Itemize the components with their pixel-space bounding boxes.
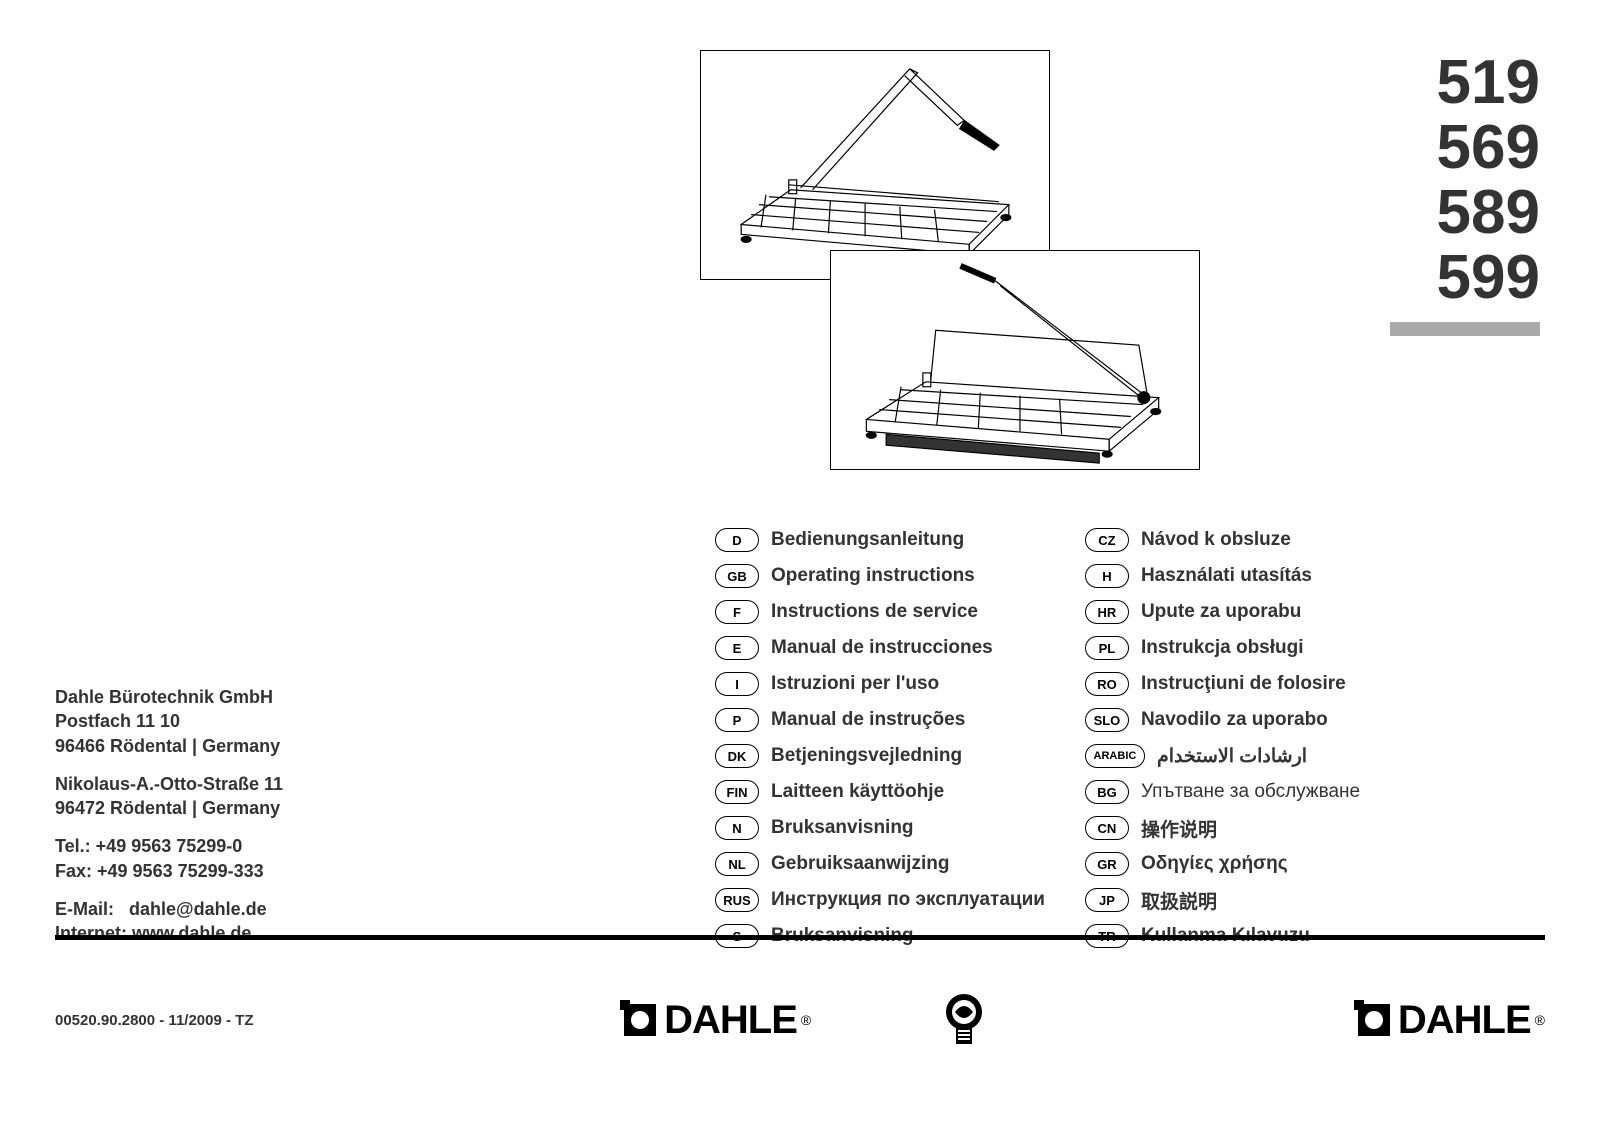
language-col-2: CZ Návod k obsluze H Használati utasítás HR U… (1085, 525, 1360, 951)
language-label: Bruksanvisning (771, 817, 914, 839)
company-email: E-Mail: dahle@dahle.de (55, 897, 283, 921)
language-label: Instructions de service (771, 601, 978, 623)
language-code-badge: HR (1085, 600, 1129, 624)
model-numbers: 519 569 589 599 (1390, 50, 1540, 336)
language-row: F Instructions de service (715, 597, 1045, 627)
language-label: Manual de instruções (771, 709, 965, 731)
language-label: Instrukcja obsługi (1141, 637, 1304, 659)
dahle-logo-right: DAHLE® (1352, 998, 1545, 1043)
language-code-badge: SLO (1085, 708, 1129, 732)
dahle-logo-icon (1352, 998, 1396, 1042)
language-label: Упътване за обслужване (1141, 781, 1360, 803)
language-code-badge: RUS (715, 888, 759, 912)
language-code-badge: PL (1085, 636, 1129, 660)
language-row: DK Betjeningsvejledning (715, 741, 1045, 771)
language-label: 取扱説明 (1141, 887, 1217, 914)
language-label: Laitteen käyttöohje (771, 781, 944, 803)
dahle-logo-center: DAHLE® (618, 998, 811, 1043)
language-row: D Bedienungsanleitung (715, 525, 1045, 555)
language-label: ارشادات الاستخدام (1157, 745, 1307, 768)
language-code-badge: JP (1085, 888, 1129, 912)
language-label: Használati utasítás (1141, 565, 1312, 587)
language-row: NL Gebruiksaanwijzing (715, 849, 1045, 879)
language-row: H Használati utasítás (1085, 561, 1360, 591)
dahle-logo-icon (618, 998, 662, 1042)
language-code-badge: CN (1085, 816, 1129, 840)
dahle-logo-text: DAHLE (664, 998, 797, 1043)
language-label: Manual de instrucciones (771, 637, 993, 659)
language-row: RO Instrucţiuni de folosire (1085, 669, 1360, 699)
language-code-badge: GB (715, 564, 759, 588)
language-row: JP 取扱説明 (1085, 885, 1360, 915)
model-bar (1390, 322, 1540, 336)
language-code-badge: DK (715, 744, 759, 768)
language-code-badge: ARABIC (1085, 744, 1145, 768)
language-code-badge: D (715, 528, 759, 552)
language-label: 操作说明 (1141, 815, 1217, 842)
registered-mark: ® (1535, 1012, 1545, 1028)
registered-mark: ® (801, 1012, 811, 1028)
language-code-badge: N (715, 816, 759, 840)
language-code-badge: F (715, 600, 759, 624)
language-row: PL Instrukcja obsługi (1085, 633, 1360, 663)
company-city2: 96472 Rödental | Germany (55, 796, 283, 820)
language-label: Bedienungsanleitung (771, 529, 964, 551)
language-code-badge: BG (1085, 780, 1129, 804)
language-code-badge: GR (1085, 852, 1129, 876)
language-row: ARABIC ارشادات الاستخدام (1085, 741, 1360, 771)
company-fax: Fax: +49 9563 75299-333 (55, 859, 283, 883)
footer-rule (55, 935, 1545, 940)
language-label: Instrucţiuni de folosire (1141, 673, 1346, 695)
company-street: Nikolaus-A.-Otto-Straße 11 (55, 772, 283, 796)
company-address: Dahle Bürotechnik GmbH Postfach 11 10 96… (55, 685, 283, 960)
language-row: P Manual de instruções (715, 705, 1045, 735)
company-web: Internet: www.dahle.de (55, 921, 283, 945)
dahle-logo-text: DAHLE (1398, 998, 1531, 1043)
language-row: N Bruksanvisning (715, 813, 1045, 843)
language-row: HR Upute za uporabu (1085, 597, 1360, 627)
product-illustration-1 (700, 50, 1050, 280)
language-label: Istruzioni per l'uso (771, 673, 939, 695)
language-code-badge: I (715, 672, 759, 696)
language-col-1: D Bedienungsanleitung GB Operating instruct… (715, 525, 1045, 951)
model-599: 599 (1390, 245, 1540, 310)
model-589: 589 (1390, 180, 1540, 245)
language-label: Οδηγίες χρήσης (1141, 853, 1288, 875)
company-tel: Tel.: +49 9563 75299-0 (55, 834, 283, 858)
company-postbox: Postfach 11 10 (55, 709, 283, 733)
language-row: CZ Návod k obsluze (1085, 525, 1360, 555)
language-row: BG Упътване за обслужване (1085, 777, 1360, 807)
company-name: Dahle Bürotechnik GmbH (55, 685, 283, 709)
language-code-badge: H (1085, 564, 1129, 588)
language-row: GB Operating instructions (715, 561, 1045, 591)
language-code-badge: E (715, 636, 759, 660)
language-row: FIN Laitteen käyttöohje (715, 777, 1045, 807)
language-label: Návod k obsluze (1141, 529, 1291, 551)
language-code-badge: CZ (1085, 528, 1129, 552)
language-code-badge: RO (1085, 672, 1129, 696)
language-code-badge: FIN (715, 780, 759, 804)
language-row: E Manual de instrucciones (715, 633, 1045, 663)
language-row: GR Οδηγίες χρήσης (1085, 849, 1360, 879)
language-label: Betjeningsvejledning (771, 745, 962, 767)
document-code: 00520.90.2800 - 11/2009 - TZ (55, 1012, 253, 1029)
language-code-badge: NL (715, 852, 759, 876)
model-569: 569 (1390, 115, 1540, 180)
language-code-badge: P (715, 708, 759, 732)
company-city1: 96466 Rödental | Germany (55, 734, 283, 758)
language-label: Upute za uporabu (1141, 601, 1301, 623)
language-label: Инструкция по эксплуатации (771, 889, 1045, 911)
footer: 00520.90.2800 - 11/2009 - TZ DAHLE® (55, 975, 1545, 1065)
model-519: 519 (1390, 50, 1540, 115)
language-row: RUS Инструкция по эксплуатации (715, 885, 1045, 915)
language-label: Navodilo za uporabo (1141, 709, 1328, 731)
certification-badge-icon (941, 992, 987, 1048)
language-list: D Bedienungsanleitung GB Operating instruct… (715, 525, 1545, 951)
language-row: SLO Navodilo za uporabo (1085, 705, 1360, 735)
language-row: I Istruzioni per l'uso (715, 669, 1045, 699)
product-illustration-2 (830, 250, 1200, 470)
language-label: Operating instructions (771, 565, 975, 587)
language-label: Gebruiksaanwijzing (771, 853, 949, 875)
language-row: CN 操作说明 (1085, 813, 1360, 843)
